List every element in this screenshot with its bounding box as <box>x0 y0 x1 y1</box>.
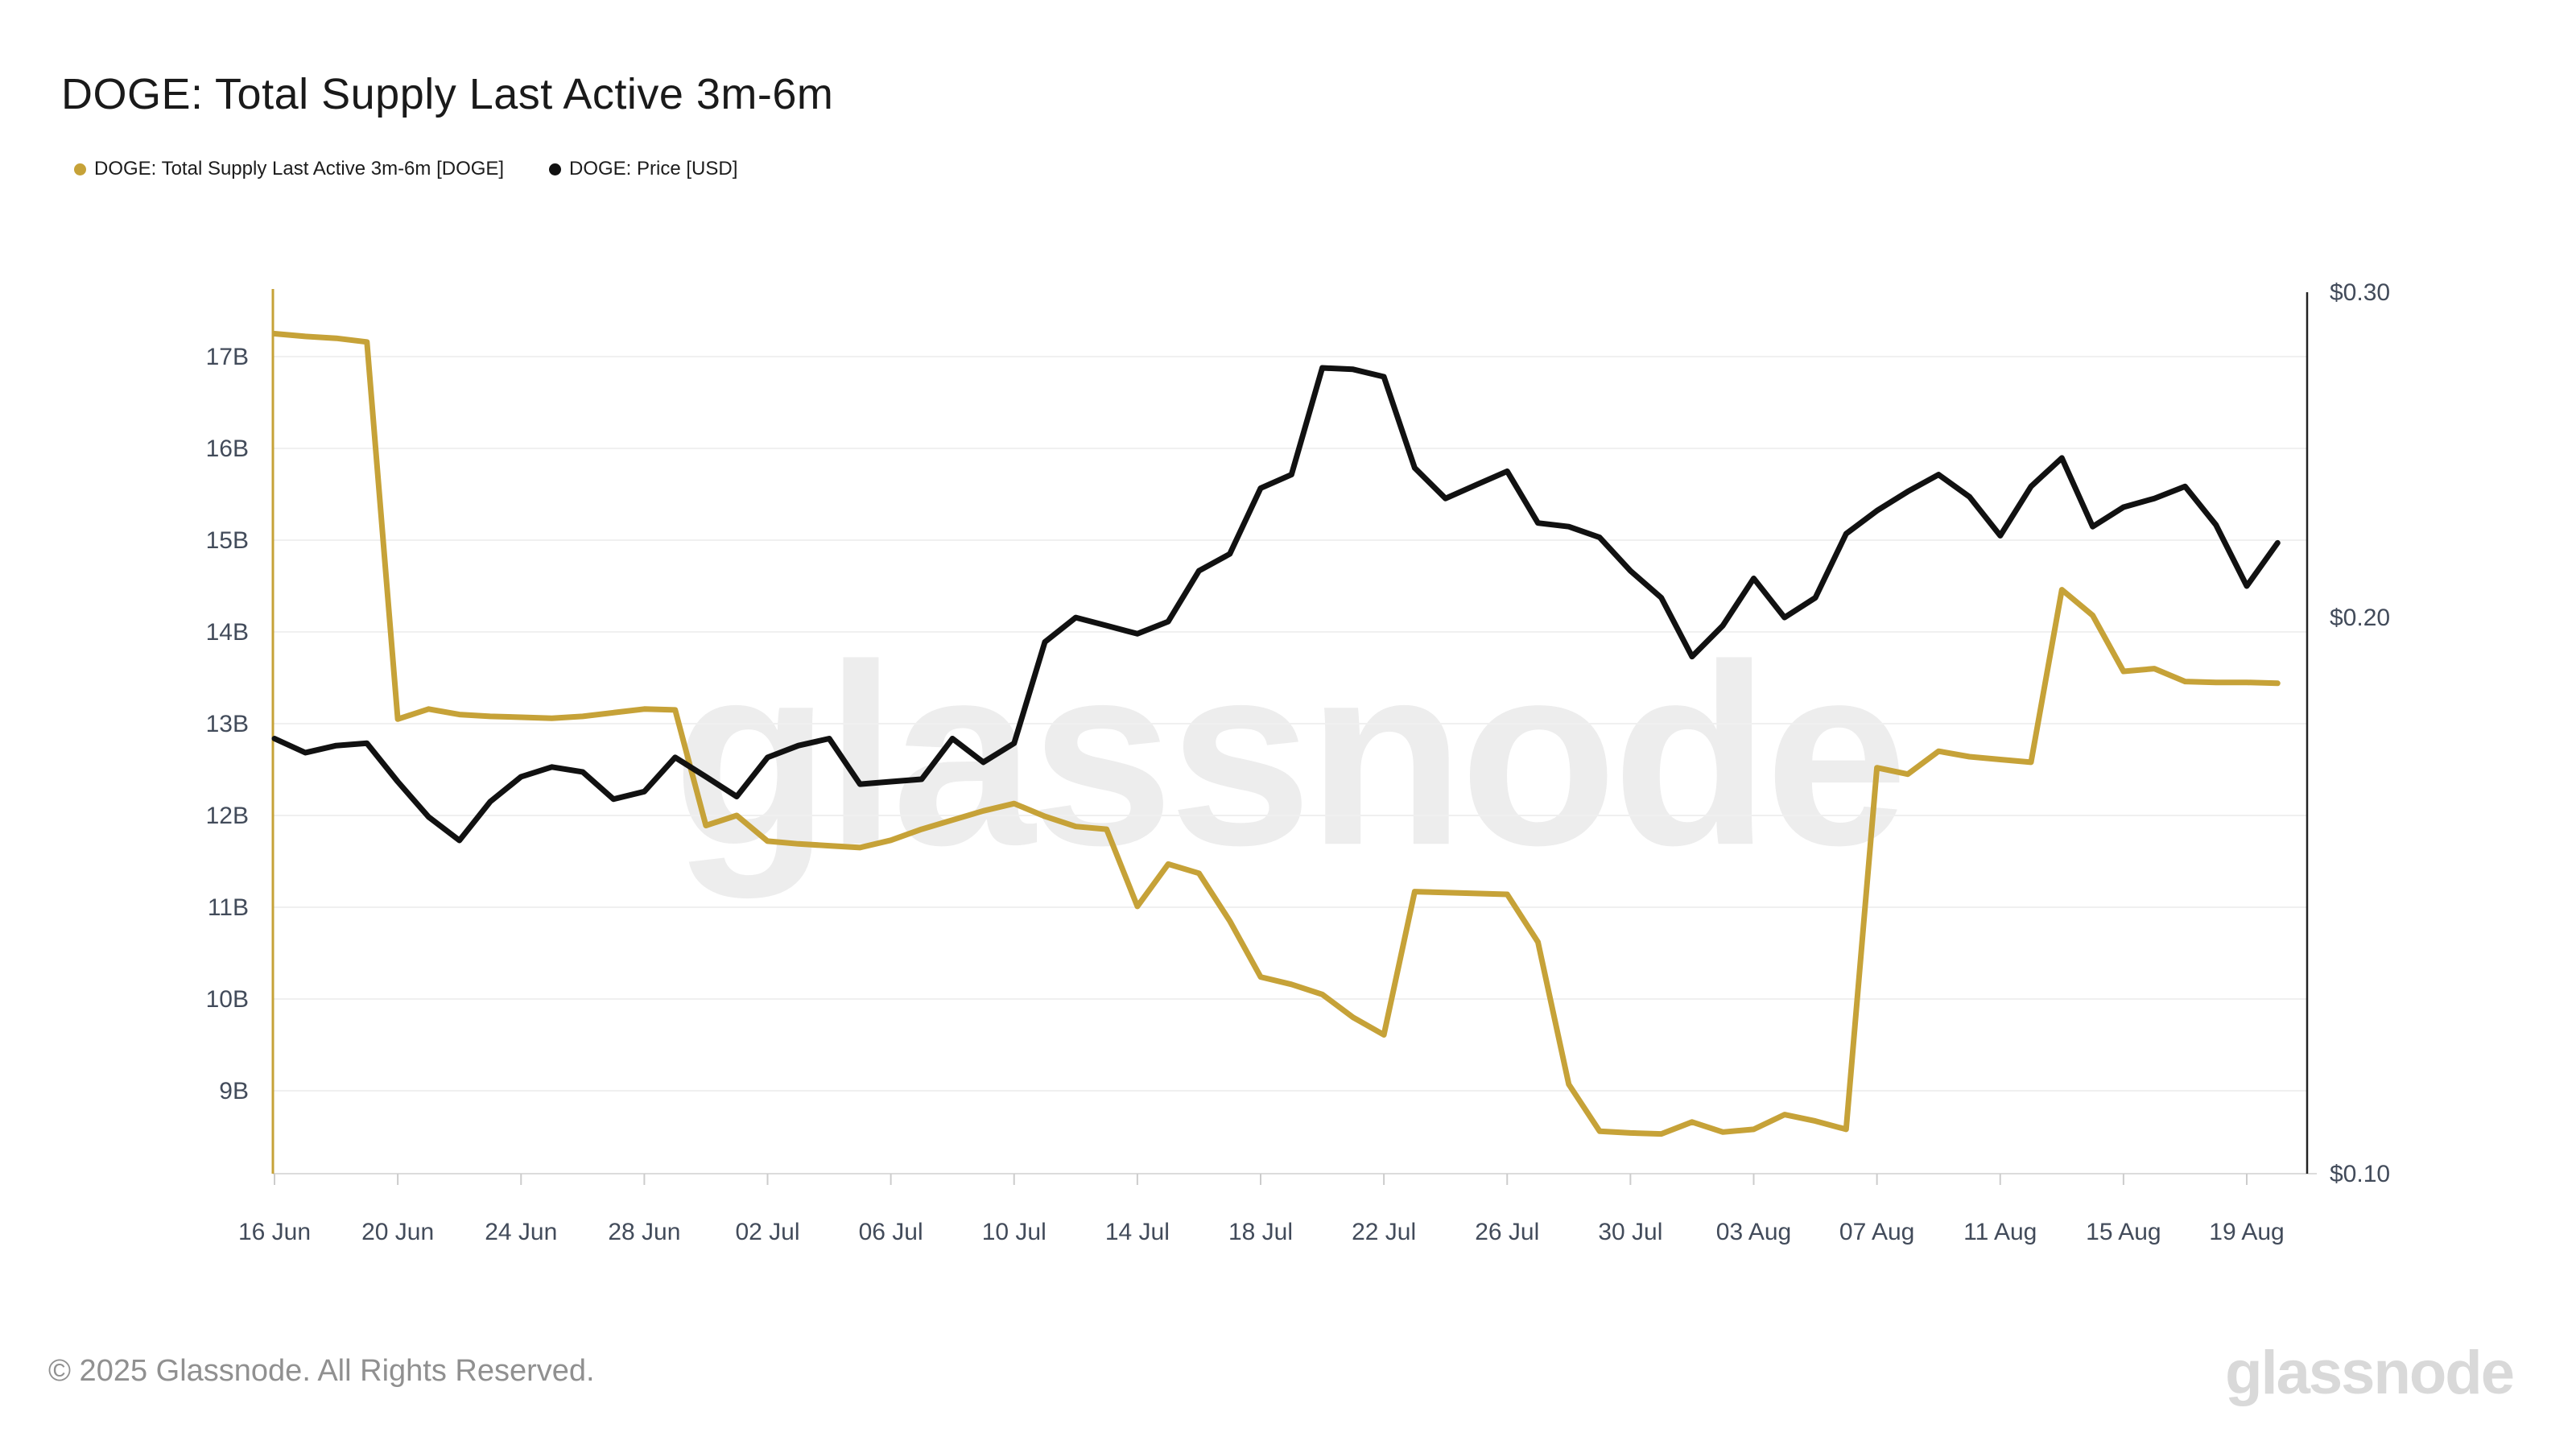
x-axis-tick-label: 22 Jul <box>1352 1219 1416 1245</box>
left-axis-tick-label: 14B <box>206 619 249 646</box>
x-axis-tick-label: 10 Jul <box>982 1219 1046 1245</box>
legend-item-supply[interactable]: DOGE: Total Supply Last Active 3m-6m [DO… <box>74 155 504 184</box>
right-axis-tick-label: $0.10 <box>2330 1161 2390 1187</box>
x-axis-tick-label: 18 Jul <box>1228 1219 1293 1245</box>
x-axis-tick-label: 07 Aug <box>1839 1219 1914 1245</box>
legend-item-price[interactable]: DOGE: Price [USD] <box>549 155 737 184</box>
x-axis-tick-label: 03 Aug <box>1716 1219 1791 1245</box>
supply-line-series <box>271 331 2281 1137</box>
price-line-series <box>271 365 2281 844</box>
x-axis-tick-label: 26 Jul <box>1475 1219 1539 1245</box>
x-axis-tick-label: 11 Aug <box>1963 1219 2037 1245</box>
x-axis-tick-label: 02 Jul <box>735 1219 799 1245</box>
x-axis-tick-label: 24 Jun <box>485 1219 557 1245</box>
left-axis-tick-label: 16B <box>206 436 249 462</box>
x-axis-tick-label: 14 Jul <box>1105 1219 1170 1245</box>
right-axis-tick-label: $0.20 <box>2330 605 2390 631</box>
x-axis-tick-label: 28 Jun <box>608 1219 680 1245</box>
left-axis-tick-label: 10B <box>206 986 249 1013</box>
glassnode-watermark: glassnode <box>672 610 1909 899</box>
x-axis-tick-label: 19 Aug <box>2209 1219 2284 1245</box>
x-axis-tick-label: 30 Jul <box>1598 1219 1662 1245</box>
legend-label-price: DOGE: Price [USD] <box>569 158 738 180</box>
copyright-text: © 2025 Glassnode. All Rights Reserved. <box>48 1354 595 1388</box>
x-axis-tick-label: 06 Jul <box>859 1219 923 1245</box>
glassnode-logo: glassnode <box>2225 1339 2515 1407</box>
left-axis-tick-label: 9B <box>219 1078 249 1104</box>
left-axis-tick-label: 12B <box>206 803 249 829</box>
left-axis-tick-label: 15B <box>206 527 249 554</box>
legend-dot-price-icon <box>549 163 561 175</box>
x-axis-tick-label: 16 Jun <box>238 1219 311 1245</box>
axis-labels: 17B 16B 15B 14B 13B 12B 11B 10B 9B $0.30 $0.20 $0.1… <box>206 279 2390 1245</box>
legend-dot-supply-icon <box>74 163 86 175</box>
x-axis-tick-label: 20 Jun <box>361 1219 434 1245</box>
left-axis-tick-label: 17B <box>206 344 249 370</box>
left-axis-tick-label: 13B <box>206 711 249 737</box>
legend-label-supply: DOGE: Total Supply Last Active 3m-6m [DO… <box>94 158 505 180</box>
axes <box>271 289 2317 1185</box>
x-axis-tick-label: 15 Aug <box>2086 1219 2161 1245</box>
right-axis-tick-label: $0.30 <box>2330 279 2390 306</box>
left-axis-tick-label: 11B <box>208 894 249 921</box>
series-lines <box>271 331 2281 1137</box>
page-title: DOGE: Total Supply Last Active 3m-6m <box>61 70 834 119</box>
legend: DOGE: Total Supply Last Active 3m-6m [DO… <box>0 155 2576 187</box>
gridlines <box>273 356 2307 1092</box>
